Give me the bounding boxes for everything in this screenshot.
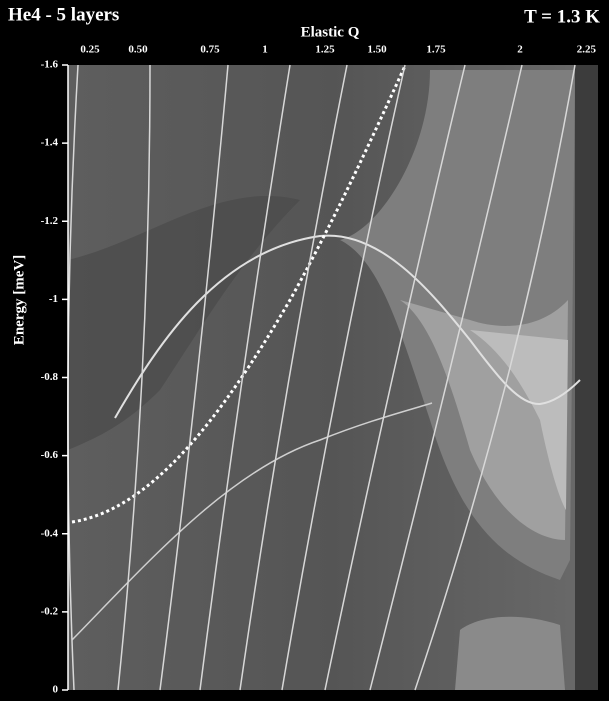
- x-tick-label: 0.25: [80, 44, 100, 56]
- x-tick-label: 0.75: [200, 44, 220, 56]
- intensity-region: [455, 617, 565, 690]
- intensity-region: [575, 65, 598, 690]
- x-tick-label: 1.50: [367, 44, 387, 56]
- y-tick-label: -0.8: [41, 371, 59, 383]
- x-axis-label: Elastic Q: [301, 24, 360, 40]
- x-tick-label: 2.25: [577, 44, 597, 56]
- x-tick-label: 1.75: [426, 44, 446, 56]
- x-tick-label: 2: [517, 44, 523, 56]
- y-tick-label: -1.2: [41, 215, 59, 227]
- y-axis-label: Energy [meV]: [11, 255, 27, 345]
- y-tick-label: -1.6: [41, 59, 59, 71]
- y-tick-label: 0: [53, 684, 59, 696]
- y-tick-label: -0.6: [41, 449, 59, 461]
- x-tick-label: 1: [262, 44, 268, 56]
- x-tick-label: 0.50: [128, 44, 148, 56]
- chart-subtitle: T = 1.3 K: [524, 6, 600, 27]
- chart: He4 - 5 layers T = 1.3 K Elastic Q Energ…: [0, 0, 609, 701]
- y-tick-label: -0.2: [41, 605, 59, 617]
- y-tick-label: -1: [49, 293, 58, 305]
- x-tick-label: 1.25: [315, 44, 335, 56]
- y-tick-label: -1.4: [41, 137, 59, 149]
- y-tick-label: -0.4: [41, 527, 59, 539]
- chart-title: He4 - 5 layers: [8, 4, 119, 25]
